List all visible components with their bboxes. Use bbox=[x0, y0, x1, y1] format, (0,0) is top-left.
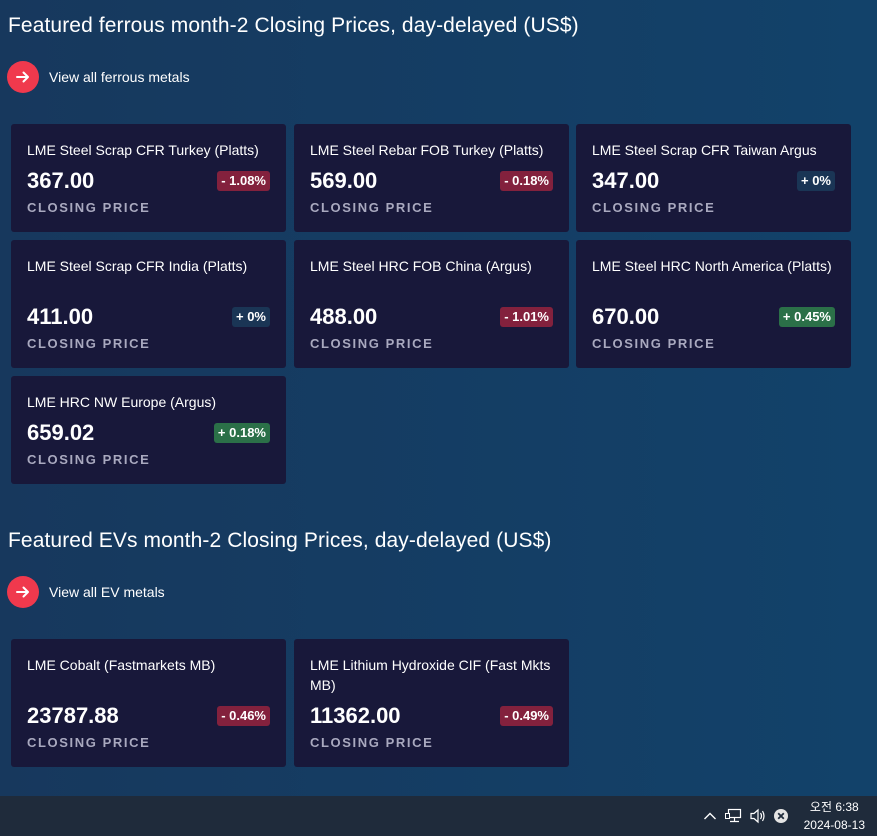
view-all-ferrous-link[interactable]: View all ferrous metals bbox=[7, 61, 190, 93]
card-price: 23787.88 bbox=[27, 703, 119, 728]
card-name: LME Steel HRC North America (Platts) bbox=[592, 258, 832, 274]
change-badge: + 0% bbox=[232, 307, 270, 327]
closing-price-label: CLOSING PRICE bbox=[310, 200, 434, 215]
closing-price-label: CLOSING PRICE bbox=[27, 336, 151, 351]
card-name: LME Steel Rebar FOB Turkey (Platts) bbox=[310, 142, 544, 158]
closing-price-label: CLOSING PRICE bbox=[27, 452, 151, 467]
ev-section-title: Featured EVs month-2 Closing Prices, day… bbox=[8, 529, 552, 552]
closing-price-label: CLOSING PRICE bbox=[310, 336, 434, 351]
price-card[interactable]: LME Steel HRC FOB China (Argus) 488.00 -… bbox=[294, 240, 569, 368]
taskbar-clock[interactable]: 오전 6:38 2024-08-13 bbox=[804, 798, 865, 834]
closing-price-label: CLOSING PRICE bbox=[27, 200, 151, 215]
card-name: LME Steel Scrap CFR Taiwan Argus bbox=[592, 142, 817, 158]
card-name: LME Steel Scrap CFR Turkey (Platts) bbox=[27, 142, 259, 158]
change-badge: + 0% bbox=[797, 171, 835, 191]
card-name: LME Cobalt (Fastmarkets MB) bbox=[27, 657, 216, 673]
arrow-right-icon bbox=[7, 576, 39, 608]
change-badge: + 0.45% bbox=[778, 307, 835, 327]
close-circle-icon[interactable] bbox=[771, 806, 791, 826]
taskbar: 오전 6:38 2024-08-13 bbox=[0, 796, 877, 836]
arrow-right-icon bbox=[7, 61, 39, 93]
card-price: 367.00 bbox=[27, 168, 95, 193]
chevron-up-icon[interactable] bbox=[700, 806, 720, 826]
price-card[interactable]: LME Steel Scrap CFR Taiwan Argus 347.00 … bbox=[576, 124, 851, 232]
view-all-ev-link[interactable]: View all EV metals bbox=[7, 576, 165, 608]
card-price: 670.00 bbox=[592, 304, 660, 329]
change-badge: - 1.01% bbox=[500, 307, 553, 327]
view-all-ev-label: View all EV metals bbox=[49, 584, 165, 600]
card-price: 347.00 bbox=[592, 168, 660, 193]
card-price: 569.00 bbox=[310, 168, 378, 193]
card-price: 488.00 bbox=[310, 304, 378, 329]
view-all-ferrous-label: View all ferrous metals bbox=[49, 69, 190, 85]
closing-price-label: CLOSING PRICE bbox=[592, 200, 716, 215]
change-badge: - 0.18% bbox=[500, 171, 553, 191]
card-price: 11362.00 bbox=[310, 703, 401, 728]
card-price: 411.00 bbox=[27, 304, 94, 329]
price-card[interactable]: LME Steel HRC North America (Platts) 670… bbox=[576, 240, 851, 368]
closing-price-label: CLOSING PRICE bbox=[310, 735, 434, 750]
card-name: LME Lithium Hydroxide CIF (Fast Mkts MB) bbox=[310, 657, 551, 693]
card-name: LME HRC NW Europe (Argus) bbox=[27, 394, 217, 410]
price-card[interactable]: LME Steel Scrap CFR India (Platts) 411.0… bbox=[11, 240, 286, 368]
price-card[interactable]: LME Steel Rebar FOB Turkey (Platts) 569.… bbox=[294, 124, 569, 232]
price-card[interactable]: LME Cobalt (Fastmarkets MB) 23787.88 - 0… bbox=[11, 639, 286, 767]
ferrous-section-title: Featured ferrous month-2 Closing Prices,… bbox=[8, 14, 579, 37]
card-name: LME Steel Scrap CFR India (Platts) bbox=[27, 258, 248, 274]
clock-date: 2024-08-13 bbox=[803, 818, 865, 832]
closing-price-label: CLOSING PRICE bbox=[592, 336, 716, 351]
closing-price-label: CLOSING PRICE bbox=[27, 735, 151, 750]
change-badge: + 0.18% bbox=[213, 423, 270, 443]
card-price: 659.02 bbox=[27, 420, 95, 445]
speaker-icon[interactable] bbox=[748, 806, 768, 826]
change-badge: - 0.46% bbox=[217, 706, 270, 726]
card-name: LME Steel HRC FOB China (Argus) bbox=[310, 258, 532, 274]
price-card[interactable]: LME Steel Scrap CFR Turkey (Platts) 367.… bbox=[11, 124, 286, 232]
change-badge: - 0.49% bbox=[500, 706, 553, 726]
change-badge: - 1.08% bbox=[217, 171, 270, 191]
clock-time: 오전 6:38 bbox=[809, 800, 859, 814]
network-icon[interactable] bbox=[724, 806, 744, 826]
price-card[interactable]: LME Lithium Hydroxide CIF (Fast Mkts MB)… bbox=[294, 639, 569, 767]
price-card[interactable]: LME HRC NW Europe (Argus) 659.02 + 0.18%… bbox=[11, 376, 286, 484]
